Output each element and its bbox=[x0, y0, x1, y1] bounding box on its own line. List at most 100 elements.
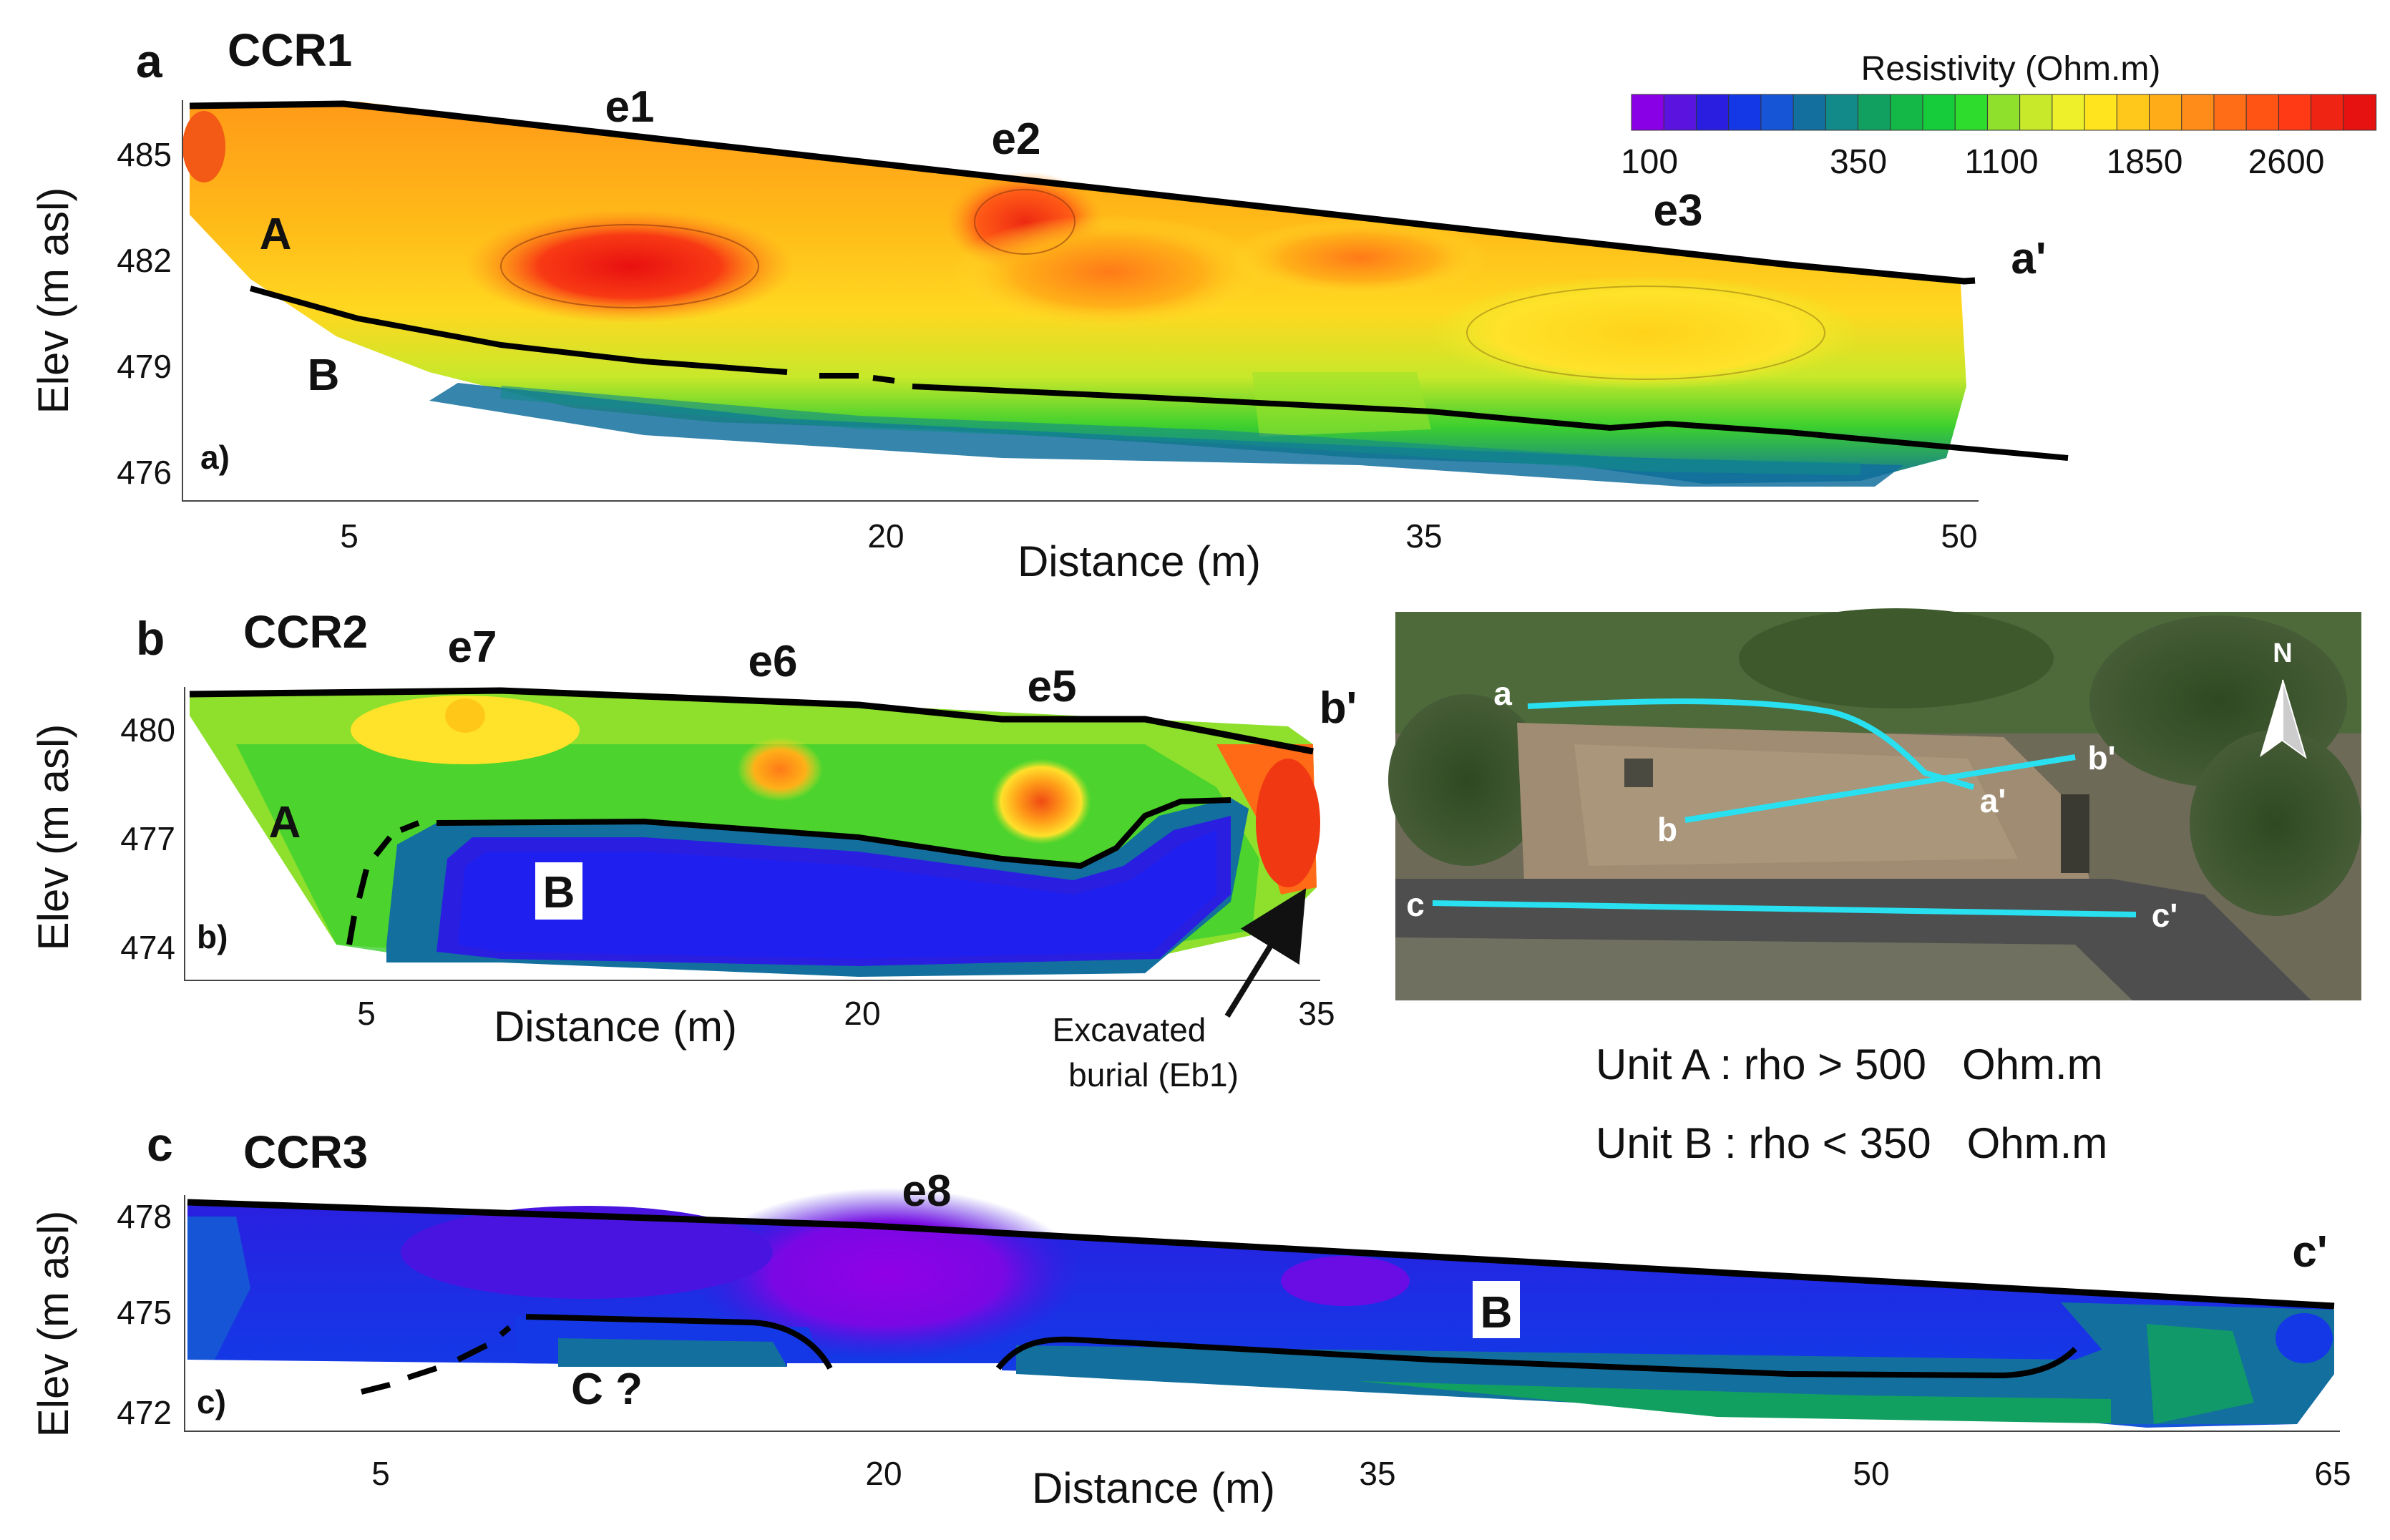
ccr3-label-unit-b: B bbox=[1481, 1288, 1513, 1337]
map-line-c bbox=[1432, 900, 2137, 917]
legend-swatch bbox=[1858, 94, 1891, 131]
ccr1-label-unit-b: B bbox=[308, 351, 340, 400]
ccr1-ytick-482: 482 bbox=[117, 242, 172, 279]
ccr2-callout-arrow bbox=[1224, 888, 1307, 1018]
ccr1-label-e2: e2 bbox=[992, 114, 1041, 164]
legend-swatch bbox=[1954, 94, 1989, 131]
legend-swatch bbox=[2181, 94, 2215, 131]
ccr2-x-axis-title: Distance (m) bbox=[494, 1003, 737, 1051]
legend-swatch bbox=[2019, 94, 2053, 131]
legend-swatch bbox=[2311, 94, 2344, 131]
ccr2-unit-b-box bbox=[535, 862, 582, 920]
ccr1-sublabel: a) bbox=[200, 439, 230, 476]
legend-swatch bbox=[1631, 94, 1665, 131]
ccr1-xtick-35: 35 bbox=[1405, 517, 1442, 555]
ccr1-axes bbox=[182, 100, 1979, 502]
ccr3-end-label: c' bbox=[2292, 1227, 2327, 1277]
panel-letter-c: c bbox=[147, 1118, 173, 1171]
legend-swatch bbox=[2052, 94, 2086, 131]
ccr1-ytick-485: 485 bbox=[117, 136, 172, 173]
ccr3-label-unit-c: C ? bbox=[571, 1365, 643, 1414]
ccr1-end-label: a' bbox=[2011, 234, 2046, 283]
ccr2-resistivity-section bbox=[190, 691, 1320, 977]
ccr2-xtick-35: 35 bbox=[1298, 995, 1335, 1032]
ccr3-ytick-478: 478 bbox=[117, 1198, 172, 1235]
legend-tick-350: 350 bbox=[1830, 143, 1887, 181]
ccr2-xtick-5: 5 bbox=[357, 995, 376, 1032]
legend-tick-1850: 1850 bbox=[2107, 143, 2183, 181]
legend-tick-2600: 2600 bbox=[2248, 143, 2325, 181]
ccr3-axes bbox=[184, 1195, 2340, 1432]
map-line-a bbox=[1527, 698, 1975, 790]
ccr2-label-e5: e5 bbox=[1028, 662, 1077, 711]
ccr2-label-e6: e6 bbox=[748, 637, 798, 686]
legend-swatch bbox=[2343, 94, 2377, 131]
ccr2-topography-line bbox=[189, 687, 1314, 755]
map-label-b: b bbox=[1657, 811, 1677, 848]
ccr1-boundary-line-2 bbox=[912, 384, 2069, 461]
legend-swatch bbox=[1728, 94, 1762, 131]
ccr1-resistivity-section bbox=[182, 102, 1966, 487]
ccr3-boundary-dashed bbox=[361, 1325, 512, 1395]
north-label: N bbox=[2273, 638, 2292, 668]
legend-swatch bbox=[2116, 94, 2150, 131]
ccr3-sublabel: c) bbox=[197, 1383, 226, 1420]
legend-swatch bbox=[2084, 94, 2118, 131]
aerial-map: a a' b b' c c' N bbox=[1388, 608, 2361, 1000]
legend-title: Resistivity (Ohm.m) bbox=[1861, 50, 2161, 88]
ccr1-boundary-line bbox=[249, 286, 788, 375]
ccr3-xtick-5: 5 bbox=[371, 1455, 390, 1492]
ccr1-label-unit-a: A bbox=[260, 210, 292, 259]
ccr2-label-e7: e7 bbox=[448, 623, 497, 672]
map-label-a: a bbox=[1493, 675, 1512, 712]
ccr3-boundary-line-right bbox=[995, 1336, 2077, 1379]
legend-swatch bbox=[1792, 94, 1827, 131]
legend-swatch bbox=[2148, 94, 2182, 131]
north-arrow-icon: N bbox=[2260, 638, 2307, 759]
legend-swatch bbox=[1760, 94, 1795, 131]
ccr2-label-unit-a: A bbox=[269, 798, 301, 847]
ccr2-callout-line2: burial (Eb1) bbox=[1068, 1056, 1239, 1093]
legend-swatch bbox=[2245, 94, 2280, 131]
ccr3-y-axis-title: Elev (m asl) bbox=[29, 1211, 77, 1438]
ccr2-end-label: b' bbox=[1320, 683, 1357, 733]
ccr2-label-unit-b: B bbox=[543, 868, 575, 917]
legend-tick-1100: 1100 bbox=[1964, 143, 2038, 181]
ccr3-topography-line bbox=[187, 1199, 2335, 1310]
legend-swatch bbox=[1825, 94, 1859, 131]
legend-swatch bbox=[2213, 94, 2248, 131]
ccr2-xtick-20: 20 bbox=[844, 995, 880, 1032]
ccr3-xtick-35: 35 bbox=[1359, 1455, 1395, 1492]
legend-swatch bbox=[1922, 94, 1956, 131]
ccr1-y-axis-title: Elev (m asl) bbox=[29, 187, 77, 414]
panel-title-ccr1: CCR1 bbox=[228, 24, 352, 76]
ccr2-sublabel: b) bbox=[197, 918, 228, 955]
ccr2-axes bbox=[184, 687, 1320, 981]
legend-swatch bbox=[1663, 94, 1697, 131]
legend-color-bar bbox=[1631, 94, 2377, 131]
ccr3-boundary-line-left bbox=[525, 1314, 833, 1370]
map-line-b bbox=[1684, 754, 2076, 823]
panel-title-ccr3: CCR3 bbox=[243, 1126, 368, 1178]
legend-swatch bbox=[2278, 94, 2312, 131]
map-label-b-prime: b' bbox=[2087, 739, 2115, 776]
ccr2-callout-line1: Excavated bbox=[1053, 1011, 1206, 1048]
ccr1-label-e1: e1 bbox=[605, 82, 655, 132]
ccr1-xtick-20: 20 bbox=[867, 517, 904, 555]
ccr2-ytick-474: 474 bbox=[120, 929, 175, 966]
ccr2-ytick-480: 480 bbox=[120, 711, 175, 749]
ccr3-xtick-20: 20 bbox=[865, 1455, 902, 1492]
panel-ccr2: b CCR2 480 477 474 5 20 35 Distance (m) … bbox=[29, 606, 1357, 1093]
ccr3-xtick-50: 50 bbox=[1853, 1455, 1889, 1492]
ccr3-unit-b-box bbox=[1473, 1281, 1520, 1338]
legend-tick-100: 100 bbox=[1621, 143, 1678, 181]
ccr2-boundary-line bbox=[436, 797, 1231, 869]
map-label-c: c bbox=[1406, 886, 1425, 923]
ccr2-ytick-477: 477 bbox=[120, 820, 175, 857]
ccr3-ytick-472: 472 bbox=[117, 1394, 172, 1431]
resistivity-legend: Resistivity (Ohm.m) 100 350 1100 1850 26… bbox=[1621, 50, 2377, 181]
ccr1-x-axis-title: Distance (m) bbox=[1018, 537, 1261, 585]
panel-letter-a: a bbox=[136, 34, 163, 87]
ccr1-label-e3: e3 bbox=[1654, 186, 1703, 235]
